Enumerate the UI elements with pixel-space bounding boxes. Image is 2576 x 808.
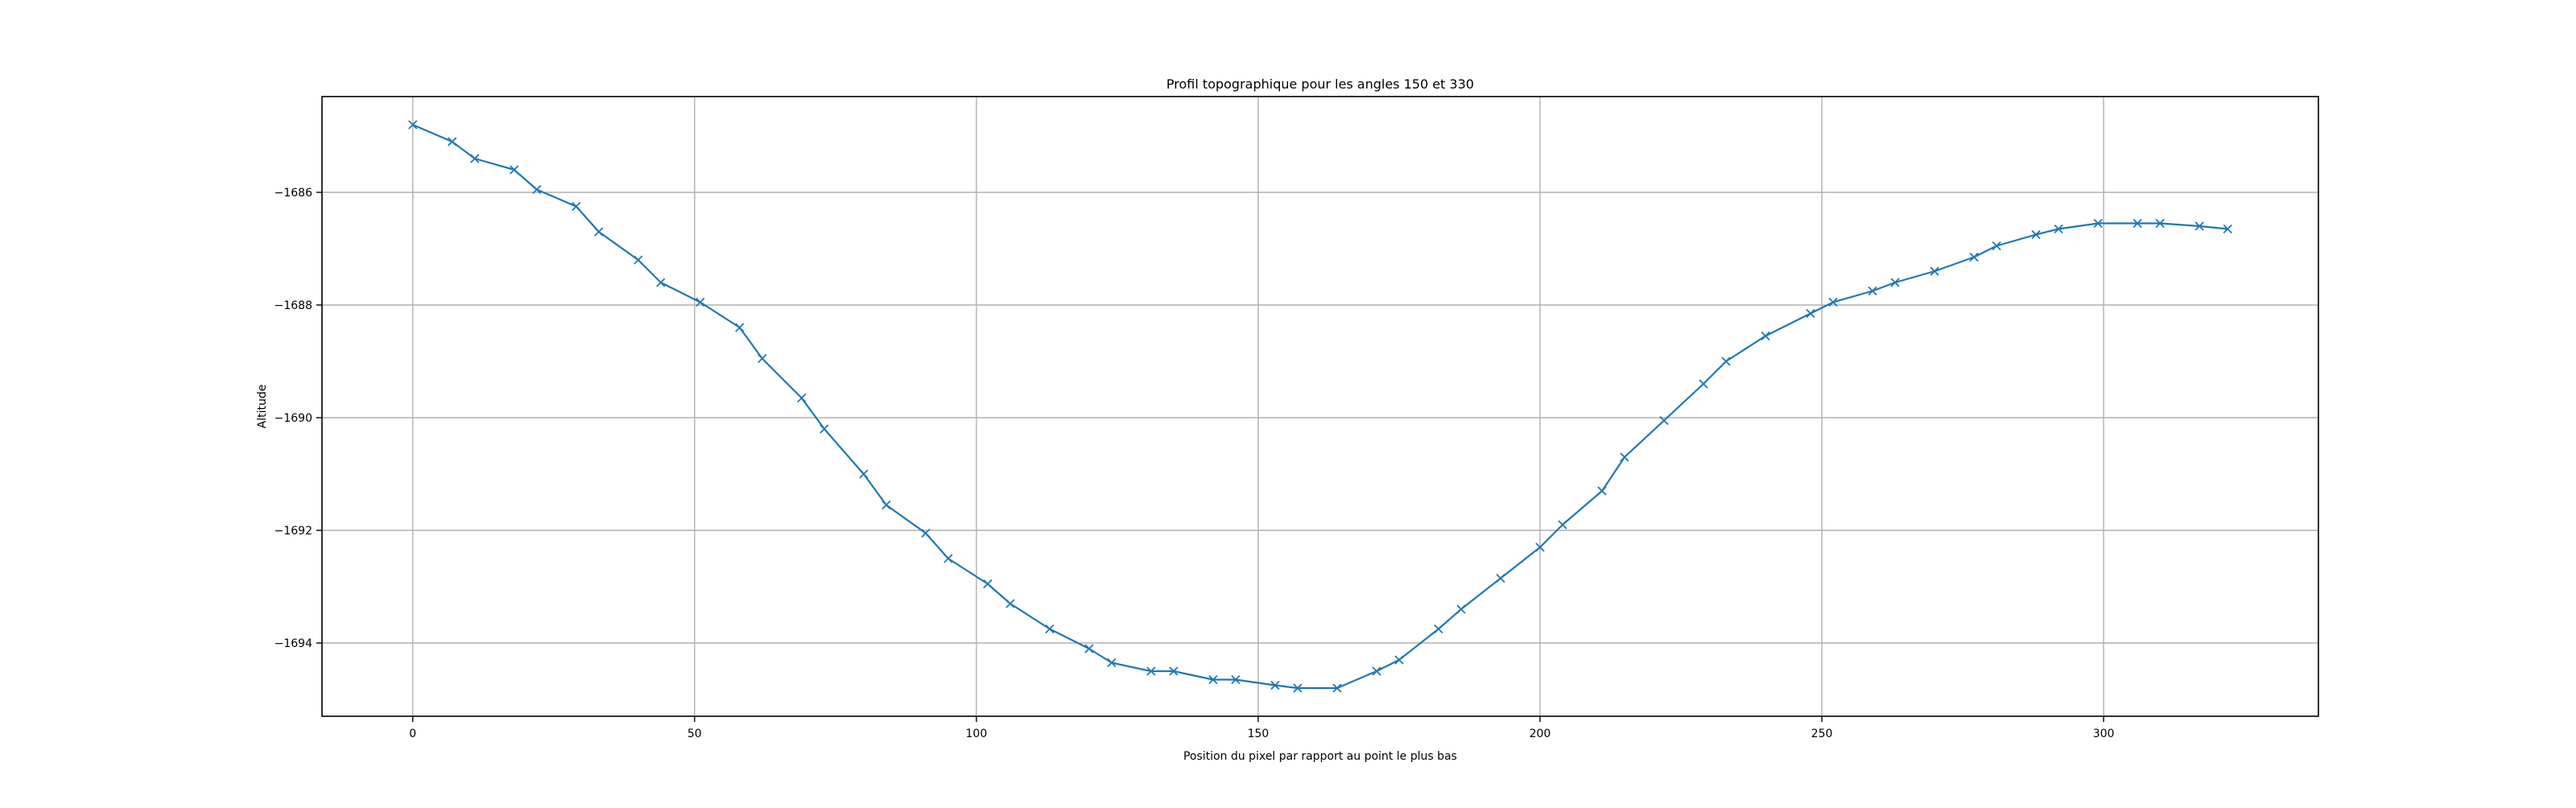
data-point-marker (470, 154, 480, 163)
y-axis-label: Altitude (256, 385, 269, 429)
data-point-marker (1231, 674, 1241, 685)
data-point-marker (2223, 224, 2232, 234)
data-point-marker (634, 255, 643, 265)
data-point-marker (758, 353, 767, 364)
x-tick-label: 0 (409, 728, 416, 740)
data-point-marker (1620, 452, 1629, 462)
data-point-marker (2194, 221, 2204, 231)
data-point-marker (594, 227, 604, 237)
data-point-marker (1535, 542, 1545, 552)
data-point-marker (943, 554, 953, 563)
y-axis-ticks: −1686 −1688 −1690 −1692 −1694 (275, 187, 322, 650)
data-point-marker (1558, 520, 1567, 530)
data-point-marker (1930, 266, 1939, 276)
x-tick-label: 50 (687, 728, 702, 740)
data-point-marker (1806, 308, 1815, 319)
data-point-marker (1394, 655, 1404, 665)
data-point-marker (1107, 658, 1117, 668)
data-point-marker (1992, 241, 2001, 251)
data-point-marker (859, 469, 869, 479)
data-point-marker (1146, 666, 1156, 676)
data-point-marker (510, 165, 519, 175)
data-point-marker (797, 393, 807, 403)
data-point-marker (1084, 644, 1094, 653)
chart-title: Profil topographique pour les angles 150… (1166, 76, 1474, 92)
y-tick-label: −1688 (275, 299, 312, 312)
data-point-marker (1659, 415, 1669, 426)
y-tick-label: −1692 (275, 525, 312, 538)
data-point-marker (881, 500, 891, 510)
data-point-marker (1005, 599, 1015, 608)
data-point-marker (921, 528, 931, 538)
data-point-marker (1868, 286, 1877, 296)
data-point-marker (1699, 379, 1708, 389)
data-point-marker (1597, 486, 1607, 496)
x-tick-label: 200 (1530, 728, 1551, 740)
data-point-marker (2155, 218, 2165, 229)
axes-frame (321, 96, 2319, 717)
data-point-marker (1969, 252, 1979, 262)
y-tick-label: −1686 (275, 187, 312, 200)
data-point-marker (2054, 224, 2063, 234)
data-point-marker (1496, 573, 1505, 583)
data-point-marker (2093, 218, 2103, 229)
data-point-marker (1721, 357, 1731, 366)
data-point-marker (735, 323, 745, 332)
data-point-marker (1270, 680, 1280, 691)
x-tick-label: 250 (1811, 728, 1833, 740)
x-axis-label: Position du pixel par rapport au point l… (1183, 750, 1457, 763)
data-point-marker (696, 297, 705, 307)
data-point-marker (532, 184, 542, 195)
data-point-marker (1372, 666, 1381, 676)
data-point-marker (1434, 624, 1443, 634)
data-point-marker (572, 201, 581, 212)
grid-lines (322, 97, 2318, 716)
data-point-marker (2031, 229, 2041, 240)
data-point-marker (408, 120, 418, 130)
data-point-marker (983, 579, 993, 589)
y-tick-label: −1690 (275, 412, 312, 425)
x-tick-label: 100 (966, 728, 988, 740)
data-point-marker (1761, 331, 1770, 341)
x-tick-label: 300 (2093, 728, 2115, 740)
x-axis-ticks: 0 50 100 150 200 250 300 (409, 716, 2115, 740)
series-layer (408, 120, 2232, 693)
data-point-marker (1208, 674, 1218, 685)
data-point-marker (1045, 624, 1055, 634)
data-point-marker (1456, 604, 1466, 614)
data-point-marker (1332, 683, 1342, 693)
data-point-marker (1169, 666, 1179, 676)
data-point-marker (1828, 297, 1838, 307)
data-point-marker (448, 137, 457, 146)
data-point-marker (656, 278, 666, 287)
x-tick-label: 150 (1248, 728, 1269, 740)
data-point-marker (819, 424, 829, 434)
data-point-marker (2132, 218, 2142, 229)
data-point-marker (1293, 683, 1302, 693)
y-tick-label: −1694 (275, 637, 312, 650)
data-point-marker (1890, 278, 1900, 287)
